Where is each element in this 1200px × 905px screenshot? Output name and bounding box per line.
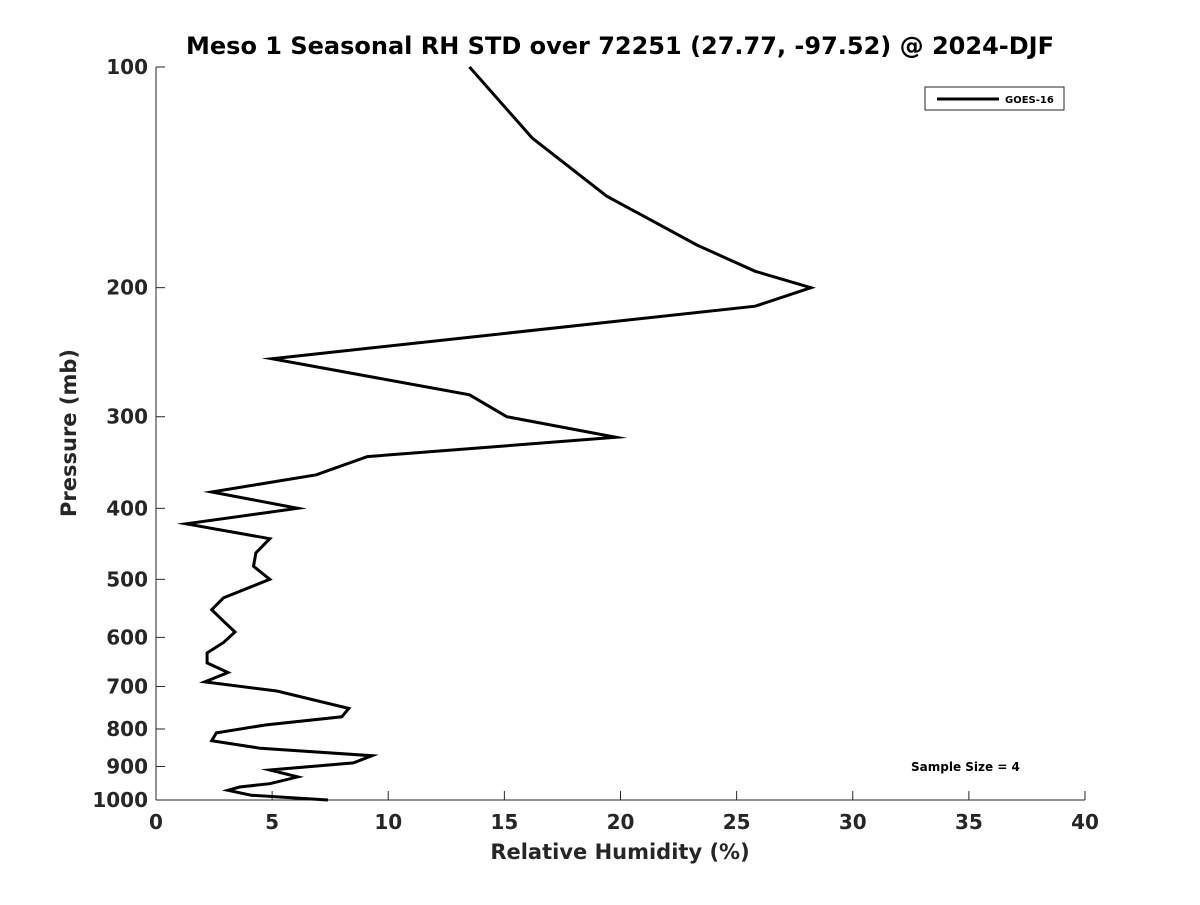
y-tick-label: 300 [106, 405, 148, 429]
x-tick-label: 20 [607, 810, 635, 834]
y-tick-label: 100 [106, 55, 148, 79]
x-tick-label: 5 [265, 810, 279, 834]
x-tick-label: 10 [374, 810, 402, 834]
legend: GOES-16 [924, 86, 1065, 111]
y-axis-label: Pressure (mb) [57, 349, 81, 517]
x-tick-label: 30 [839, 810, 867, 834]
chart-title: Meso 1 Seasonal RH STD over 72251 (27.77… [186, 32, 1054, 60]
y-tick-label: 500 [106, 567, 148, 591]
ticks: 0 5 10 15 20 25 30 35 40 100 200 300 400 500 600 700 800… [92, 55, 1099, 834]
x-tick-label: 40 [1071, 810, 1099, 834]
y-tick-label: 1000 [92, 788, 148, 812]
y-tick-label: 400 [106, 496, 148, 520]
x-tick-label: 15 [490, 810, 518, 834]
series-line-goes-16 [176, 66, 816, 802]
x-tick-label: 35 [955, 810, 983, 834]
y-tick-label: 200 [106, 276, 148, 300]
y-tick-label: 600 [106, 625, 148, 649]
x-tick-label: 25 [723, 810, 751, 834]
y-tick-label: 700 [106, 674, 148, 698]
x-axis-label: Relative Humidity (%) [490, 840, 749, 864]
x-tick-label: 0 [149, 810, 163, 834]
legend-label-goes16: GOES-16 [1005, 95, 1054, 106]
series-lines [176, 66, 816, 802]
sample-size-annotation: Sample Size = 4 [911, 760, 1020, 774]
y-tick-label: 800 [106, 717, 148, 741]
axes [155, 67, 1085, 801]
y-tick-label: 900 [106, 754, 148, 778]
